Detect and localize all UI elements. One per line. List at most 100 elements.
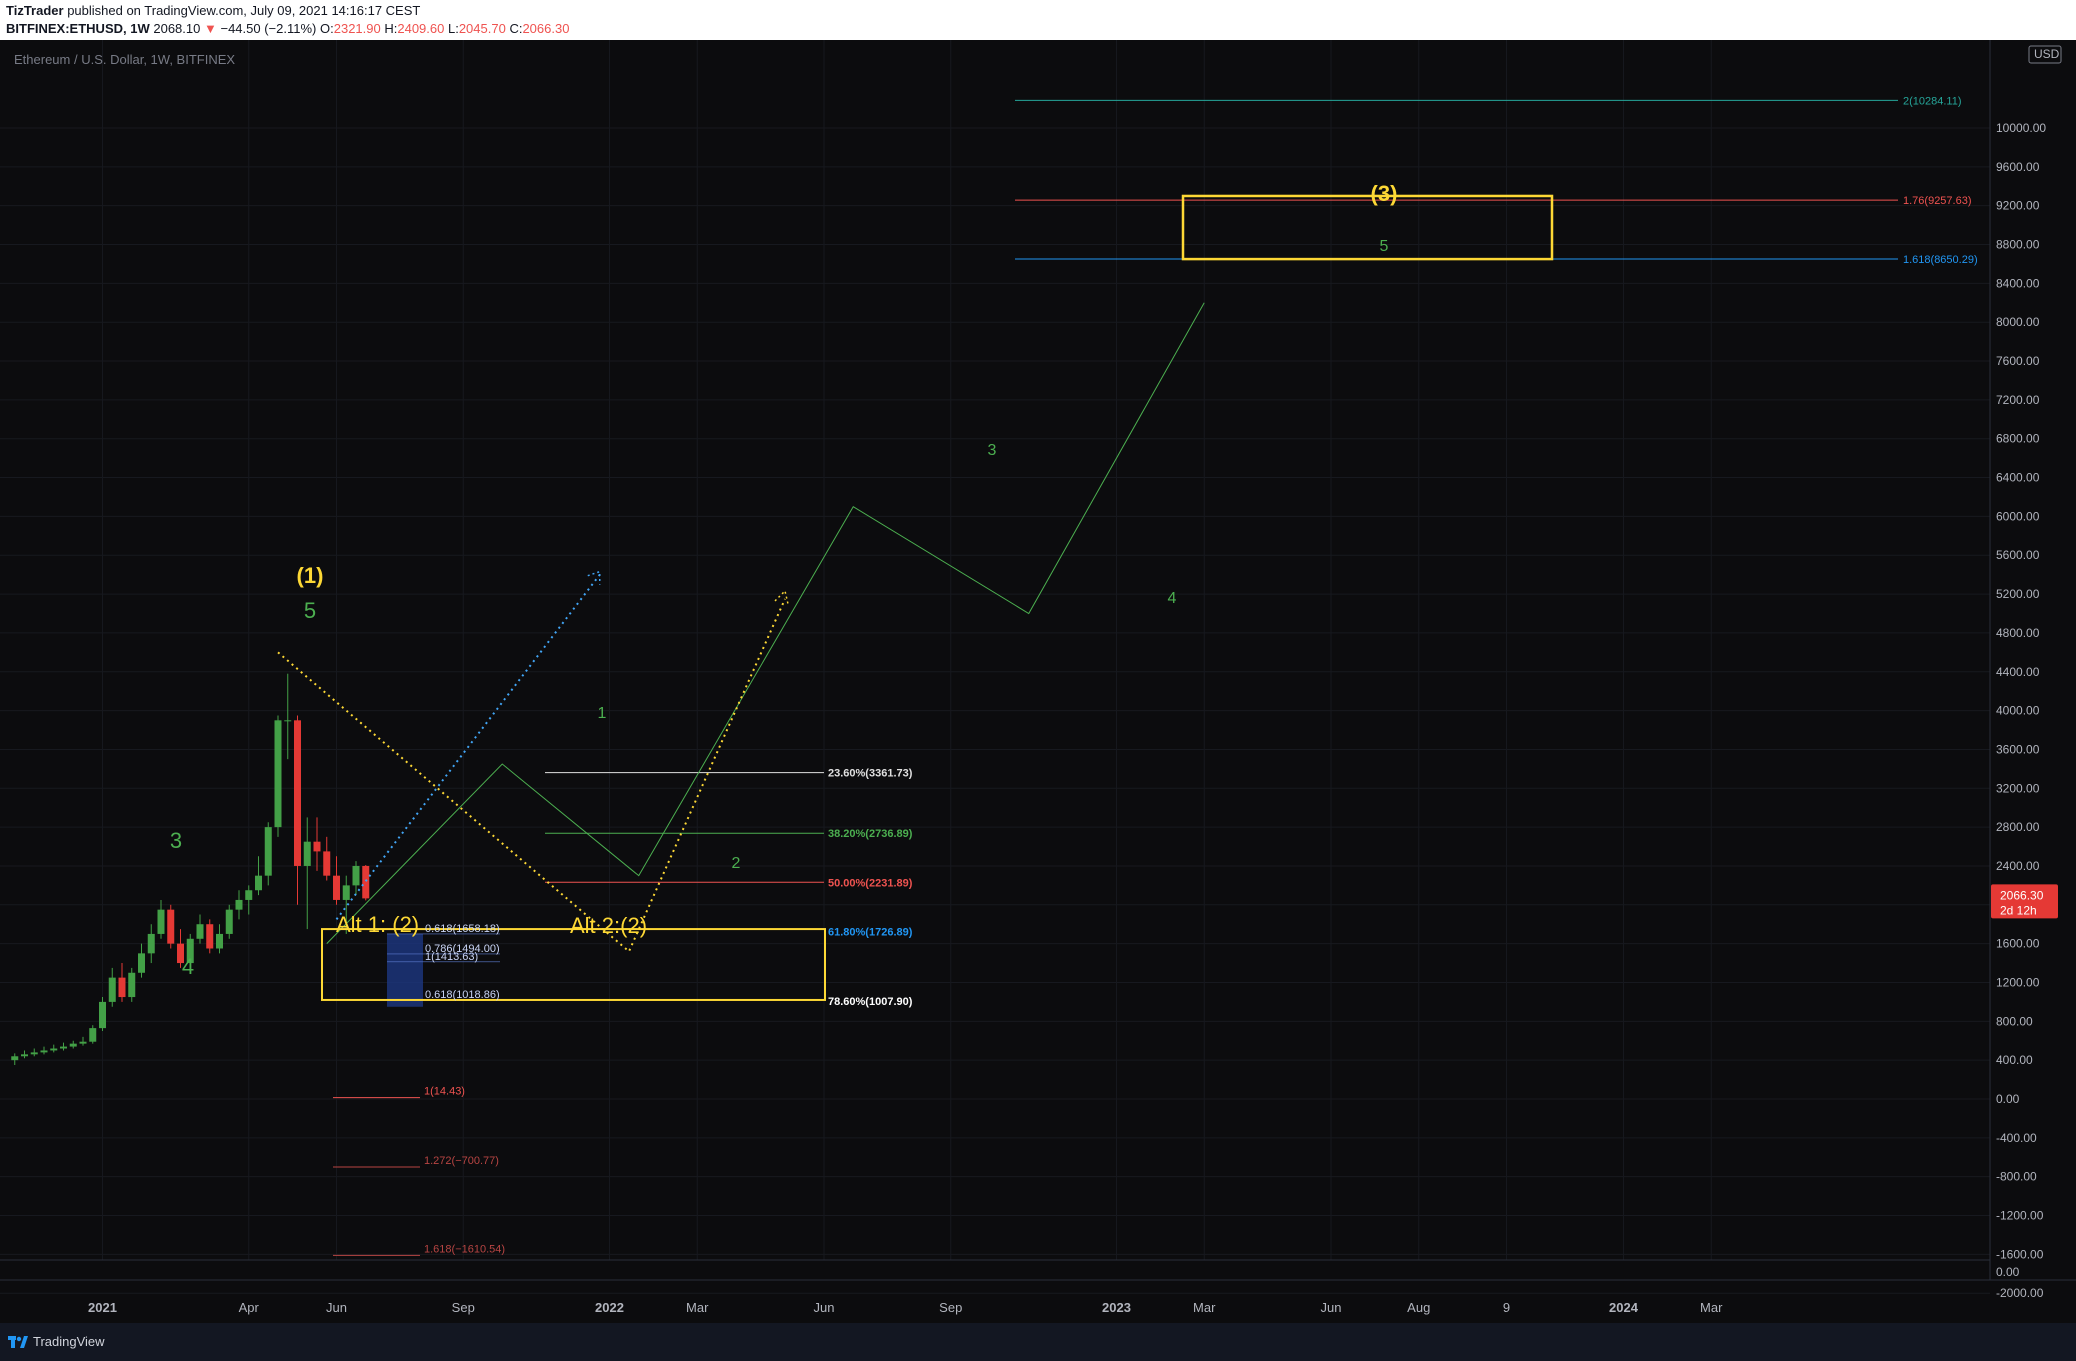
- candle-body: [60, 1046, 67, 1049]
- price-tick-label: 7600.00: [1996, 354, 2040, 368]
- candle-body: [264, 827, 272, 876]
- currency-box: [2028, 45, 2062, 64]
- candle-body: [79, 1041, 87, 1044]
- tradingview-brand[interactable]: TradingView: [33, 1334, 105, 1349]
- chart-background: [0, 40, 2076, 1323]
- candle-body: [342, 885, 350, 900]
- fib-zone-label: 0.618(1018.86): [425, 989, 500, 1001]
- arrow-head-icon: [587, 570, 601, 585]
- change-down-icon: ▼: [203, 21, 217, 36]
- candle-body: [303, 841, 311, 866]
- alt-target-box: [321, 928, 826, 1001]
- candle-body: [216, 933, 223, 949]
- candle-body: [362, 865, 370, 899]
- tradingview-logo-icon[interactable]: [8, 1333, 28, 1351]
- price-tick-label: -2000.00: [1996, 1286, 2044, 1300]
- candle-body: [235, 899, 243, 910]
- candle-body: [40, 1050, 48, 1053]
- candle-body: [274, 720, 282, 828]
- price-tick-label: 3600.00: [1996, 742, 2040, 756]
- candle-body: [99, 1001, 106, 1029]
- time-tick-label: 9: [1503, 1300, 1510, 1315]
- fib-zone-label: 0.786(1494.00): [425, 943, 500, 955]
- price-axis[interactable]: [1990, 40, 2076, 1280]
- wave-label-3-major: (3): [1371, 181, 1398, 206]
- fib-zone-label: 1(1413.63): [425, 951, 478, 963]
- price-tick-label: 8000.00: [1996, 315, 2040, 329]
- close-value: 2066.30: [522, 21, 570, 36]
- open-label: O:: [320, 21, 334, 36]
- wave-count-label: 1: [598, 705, 607, 722]
- price-tick-label: 2800.00: [1996, 820, 2040, 834]
- fib-retracement-label: 38.20%(2736.89): [828, 828, 913, 840]
- last-price-tag: [1991, 884, 2058, 919]
- time-tick-label: Aug: [1407, 1300, 1430, 1315]
- candle-body: [30, 1052, 38, 1055]
- last-price-value: 2066.30: [2000, 888, 2044, 902]
- price-tick-label: 5200.00: [1996, 587, 2040, 601]
- wave-label-1-major: (1): [297, 563, 324, 588]
- price-tick-label: 5600.00: [1996, 548, 2040, 562]
- chart-area[interactable]: 10000.00 9600.00 9200.00 8800.00 8400.00 8000…: [0, 40, 2076, 1323]
- candle-body: [147, 933, 155, 954]
- currency-label: USD: [2034, 47, 2060, 61]
- low-value: 2045.70: [458, 21, 506, 36]
- candle-body: [157, 909, 165, 934]
- price-tick-label: 8800.00: [1996, 238, 2040, 252]
- alt1-label: Alt 1: (2): [336, 912, 419, 937]
- time-tick-label: Mar: [1193, 1300, 1216, 1315]
- wave-count-label: 5: [304, 598, 316, 623]
- price-tick-label: -800.00: [1996, 1170, 2037, 1184]
- price-tick-label: 9600.00: [1996, 160, 2040, 174]
- time-tick-label: 2021: [88, 1300, 117, 1315]
- high-value: 2409.60: [397, 21, 445, 36]
- high-label: H:: [384, 21, 398, 36]
- candle-body: [206, 924, 214, 949]
- candle-body: [89, 1028, 97, 1042]
- time-tick-label: Apr: [239, 1300, 260, 1315]
- price-tick-label: 7200.00: [1996, 393, 2040, 407]
- bar-countdown: 2d 12h: [2000, 903, 2037, 917]
- time-tick-label: Sep: [452, 1300, 475, 1315]
- candle-body: [186, 938, 194, 964]
- fib-retracement-label: 50.00%(2231.89): [828, 877, 913, 889]
- price-tick-label: 400.00: [1996, 1053, 2033, 1067]
- blue-projection-dotted-line: [335, 574, 601, 920]
- chart-title: Ethereum / U.S. Dollar, 1W, BITFINEX: [14, 52, 235, 67]
- fib-extension-label: 1.618(8650.29): [1903, 254, 1978, 266]
- candle-body: [313, 841, 321, 852]
- wave3-target-box: [1181, 194, 1554, 261]
- candle-body: [333, 875, 340, 900]
- fib-retracement-label: 61.80%(1726.89): [828, 926, 913, 938]
- candle-body: [284, 720, 292, 722]
- wave-count-label: 3: [170, 828, 182, 853]
- time-tick-label: Sep: [939, 1300, 962, 1315]
- fib-extension-label: 1.76(9257.63): [1903, 195, 1972, 207]
- symbol-label: BITFINEX:ETHUSD, 1W: [6, 21, 150, 36]
- time-tick-label: Jun: [814, 1300, 835, 1315]
- open-value: 2321.90: [333, 21, 381, 36]
- fib-retracement-label: 23.60%(3361.73): [828, 768, 913, 780]
- price-tick-label: 2400.00: [1996, 859, 2040, 873]
- last-price: 2068.10: [153, 21, 201, 36]
- wave-count-label: 4: [182, 954, 194, 979]
- time-tick-label: Jun: [1321, 1300, 1342, 1315]
- candle-body: [167, 909, 175, 944]
- candle-body: [138, 953, 145, 973]
- time-tick-label: Mar: [686, 1300, 709, 1315]
- publisher-name[interactable]: TizTrader: [6, 3, 64, 18]
- candle-body: [128, 972, 136, 998]
- candle-body: [21, 1054, 28, 1057]
- wave-count-label: 4: [1168, 590, 1177, 607]
- fib-lower-label: 1(14.43): [424, 1086, 465, 1098]
- time-tick-label: 2024: [1609, 1300, 1639, 1315]
- price-tick-label: 4800.00: [1996, 626, 2040, 640]
- fib-lower-label: 1.272(−700.77): [424, 1155, 499, 1167]
- time-tick-label: 2022: [595, 1300, 624, 1315]
- candle-body: [352, 865, 360, 886]
- candle-body: [108, 977, 116, 1002]
- candle-body: [196, 924, 204, 939]
- candle-body: [245, 890, 253, 900]
- time-tick-label: Mar: [1700, 1300, 1723, 1315]
- alt2-label: Alt 2:(2): [570, 913, 647, 938]
